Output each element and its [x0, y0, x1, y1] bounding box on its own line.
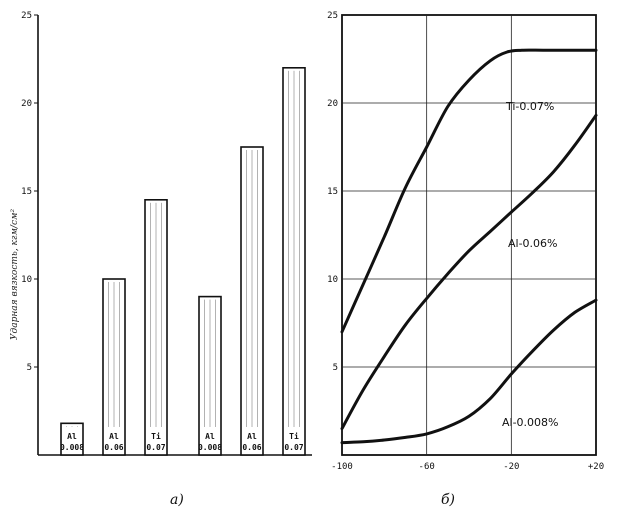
bar-label-bg [200, 428, 220, 454]
bar-chart-bars: Al 0.008 Al 0.06 Ti 0.07 Al 0.008 Al 0.06 Ti 0.07 [60, 67, 306, 456]
bar-element-label: Al [205, 432, 215, 441]
bar-label-bg [104, 428, 124, 454]
bar-label-bg [62, 428, 82, 454]
bar-group: Al 0.008 [198, 295, 222, 456]
series-line [340, 113, 598, 431]
series-label-al-0008: Al-0.008% [502, 416, 559, 429]
series-line [340, 48, 598, 334]
bar-group: Al 0.06 [102, 278, 126, 456]
line-y-tick-label: 5 [333, 363, 338, 373]
line-y-tick-label: 20 [327, 99, 338, 109]
bar-value-label: 0.06 [104, 443, 123, 452]
line-chart-y-ticks: 5 10 15 20 25 [327, 11, 338, 373]
bar-value-label: 0.008 [198, 443, 222, 452]
bar-y-tick-label: 15 [21, 187, 32, 197]
bar-element-label: Ti [289, 431, 299, 441]
line-chart-grid [342, 15, 596, 455]
line-chart-series-labels: Ti-0.07% Al-0.06% Al-0.008% [502, 100, 559, 429]
series-label-ti: Ti-0.07% [505, 100, 554, 113]
bar-label-bg [242, 428, 262, 454]
line-y-tick-label: 15 [327, 187, 338, 197]
bar-value-label: 0.008 [60, 443, 84, 452]
line-x-tick-label: -60 [419, 462, 435, 472]
bar-group: Al 0.06 [240, 146, 264, 456]
line-x-tick-label: -100 [331, 462, 353, 472]
line-y-tick-label: 10 [327, 275, 338, 285]
bar-group: Ti 0.07 [282, 67, 306, 456]
bar-y-tick-label: 10 [21, 275, 32, 285]
panel-label-a: а) [170, 492, 184, 508]
bar-label-bg [284, 428, 304, 454]
panel-label-b: б) [441, 492, 455, 508]
line-x-tick-label: -20 [503, 462, 519, 472]
bar-value-label: 0.07 [284, 443, 303, 452]
series-label-al-006: Al-0.06% [508, 237, 558, 250]
line-chart-frame [341, 14, 597, 456]
bar-y-tick-label: 20 [21, 99, 32, 109]
bar-group: Ti 0.07 [144, 199, 168, 456]
bar-value-label: 0.07 [146, 443, 165, 452]
line-chart-series [340, 48, 598, 445]
bar-element-label: Al [247, 432, 257, 441]
line-chart-x-ticks: -100 -60 -20 +20 [331, 462, 604, 472]
bar-element-label: Al [67, 432, 77, 441]
bar-chart-panel: 5 10 15 20 25 Al 0.008 Al 0.06 Ti 0.07 Al 0.008 Al 0.… [10, 11, 312, 508]
bar-chart-y-axis-label: Ударная вязкость, кгм/см² [10, 209, 20, 340]
bar-y-tick-label: 25 [21, 11, 32, 21]
line-chart-panel: 5 10 15 20 25 -100 -60 -20 +20 Ti-0.07% Al-0.06… [327, 11, 604, 508]
bar-label-bg [146, 428, 166, 454]
bar-y-tick-label: 5 [27, 363, 32, 373]
bar-element-label: Al [109, 432, 119, 441]
bar-value-label: 0.06 [242, 443, 261, 452]
bar-group: Al 0.008 [60, 422, 84, 456]
bar-chart-y-ticks: 5 10 15 20 25 [21, 11, 38, 373]
bar-element-label: Ti [151, 431, 161, 441]
line-x-tick-label: +20 [588, 462, 604, 472]
line-y-tick-label: 25 [327, 11, 338, 21]
series-line [340, 298, 598, 445]
